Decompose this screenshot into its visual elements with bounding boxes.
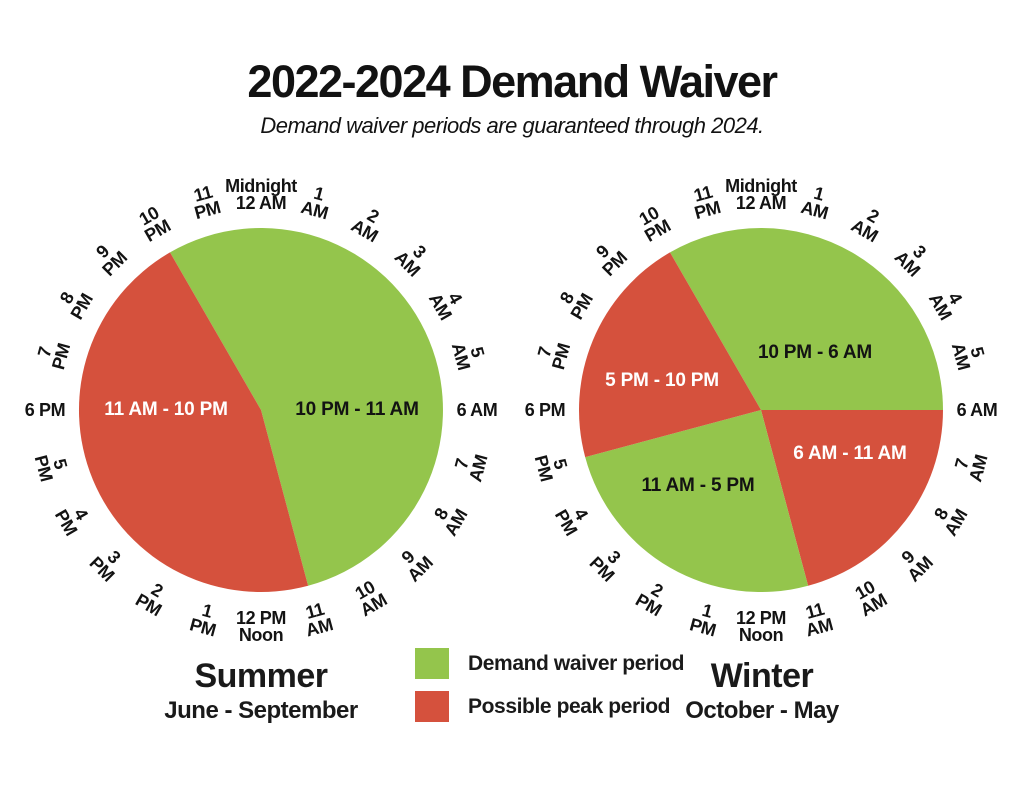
hour-label-summer-3-am: 3AM [391,235,436,280]
hour-label-summer-2-am: 2AM [348,201,390,247]
segment-winter-11-am-5-pm [585,410,809,593]
hour-label-winter-9-pm: 9PM [586,235,631,280]
legend-label-peak: Possible peak period [468,694,671,718]
hour-label-winter-8-am: 8AM [926,497,972,539]
segment-summer-10-pm-11-am [170,228,443,586]
hour-label-winter-5-pm: 5PM [531,449,574,484]
header: 2022-2024 Demand Waiver Demand waiver pe… [0,56,1024,139]
hour-label-summer-4-pm: 4PM [51,498,96,539]
hour-label-summer-1-am: 1AM [299,180,335,223]
winter-months: October - May [685,697,839,724]
segment-label-summer-10-pm-11-am: 10 PM - 11 AM [295,399,418,420]
hour-label-winter-4-pm: 4PM [551,498,596,539]
legend-row-waiver: Demand waiver period [415,648,684,679]
hour-label-winter-2-pm: 2PM [632,575,673,620]
hour-label-winter-6-pm: 6 PM [525,400,565,420]
segment-winter-6-am-11-am [761,410,943,586]
page-title: 2022-2024 Demand Waiver [247,56,778,107]
segment-winter-10-pm-6-am [670,227,943,410]
segment-label-summer-11-am-10-pm: 11 AM - 10 PM [104,399,227,420]
hour-label-winter-1-pm: 1PM [688,598,723,641]
waiver-period-swatch-icon [415,648,449,679]
hour-label-summer-9-am: 9AM [391,540,436,585]
hour-label-winter-8-pm: 8PM [552,282,597,323]
hour-label-summer-8-pm: 8PM [52,282,97,323]
hour-label-winter-12-am: Midnight 12 AM [725,176,797,213]
hour-label-winter-11-pm: 11PM [688,181,723,224]
segment-summer-11-am-10-pm [78,252,309,593]
summer-months: June - September [164,697,358,724]
hour-label-winter-7-am: 7AM [949,448,992,484]
hour-label-winter-10-pm: 10PM [633,201,674,246]
hour-label-summer-5-pm: 5PM [31,449,74,484]
hour-label-summer-12-am: Midnight 12 AM [225,176,297,213]
hour-label-winter-6-am: 6 AM [957,400,998,420]
hour-label-summer-10-pm: 10PM [133,201,174,246]
hour-label-summer-11-am: 11AM [299,598,335,641]
hour-label-summer-10-am: 10AM [348,575,390,621]
legend-label-waiver: Demand waiver period [468,651,685,675]
hour-label-summer-7-pm: 7PM [32,337,75,372]
hour-label-winter-3-am: 3AM [891,235,936,280]
legend-row-peak: Possible peak period [415,691,684,722]
hour-label-summer-1-pm: 1PM [188,598,223,641]
hour-label-winter-3-pm: 3PM [586,541,631,586]
page-subtitle: Demand waiver periods are guaranteed thr… [260,113,764,138]
segment-winter-5-pm-10-pm [578,252,761,458]
hour-label-winter-4-am: 4AM [925,281,971,323]
hour-label-summer-6-am: 6 AM [457,400,498,420]
summer-caption: Summer June - September [101,659,421,725]
hour-label-summer-5-am: 5AM [448,336,491,372]
hour-label-summer-11-pm: 11PM [188,181,223,224]
hour-label-summer-3-pm: 3PM [86,541,131,586]
hour-label-winter-9-am: 9AM [891,540,936,585]
hour-label-winter-5-am: 5AM [948,336,991,372]
peak-period-swatch-icon [415,691,449,722]
hour-label-summer-4-am: 4AM [425,281,471,323]
hour-label-summer-6-pm: 6 PM [25,400,65,420]
segment-label-winter-6-am-11-am: 6 AM - 11 AM [793,443,906,464]
hour-label-summer-12-pm: 12 PM Noon [236,608,286,645]
hour-label-winter-11-am: 11AM [799,598,835,641]
legend: Demand waiver period Possible peak perio… [415,648,684,734]
hour-label-winter-7-pm: 7PM [532,337,575,372]
segment-label-winter-10-pm-6-am: 10 PM - 6 AM [758,342,872,363]
hour-label-summer-9-pm: 9PM [86,235,131,280]
hour-label-summer-7-am: 7AM [449,448,492,484]
segment-label-winter-5-pm-10-pm: 5 PM - 10 PM [605,370,719,391]
hour-label-summer-8-am: 8AM [426,497,472,539]
segment-label-winter-11-am-5-pm: 11 AM - 5 PM [641,475,754,496]
hour-label-winter-12-pm: 12 PM Noon [736,608,786,645]
summer-title: Summer [194,657,328,695]
hour-label-summer-2-pm: 2PM [132,575,173,620]
hour-label-winter-1-am: 1AM [799,180,835,223]
hour-label-winter-2-am: 2AM [848,201,890,247]
winter-caption: Winter October - May [602,659,922,725]
hour-label-winter-10-am: 10AM [848,575,890,621]
winter-title: Winter [710,657,814,695]
